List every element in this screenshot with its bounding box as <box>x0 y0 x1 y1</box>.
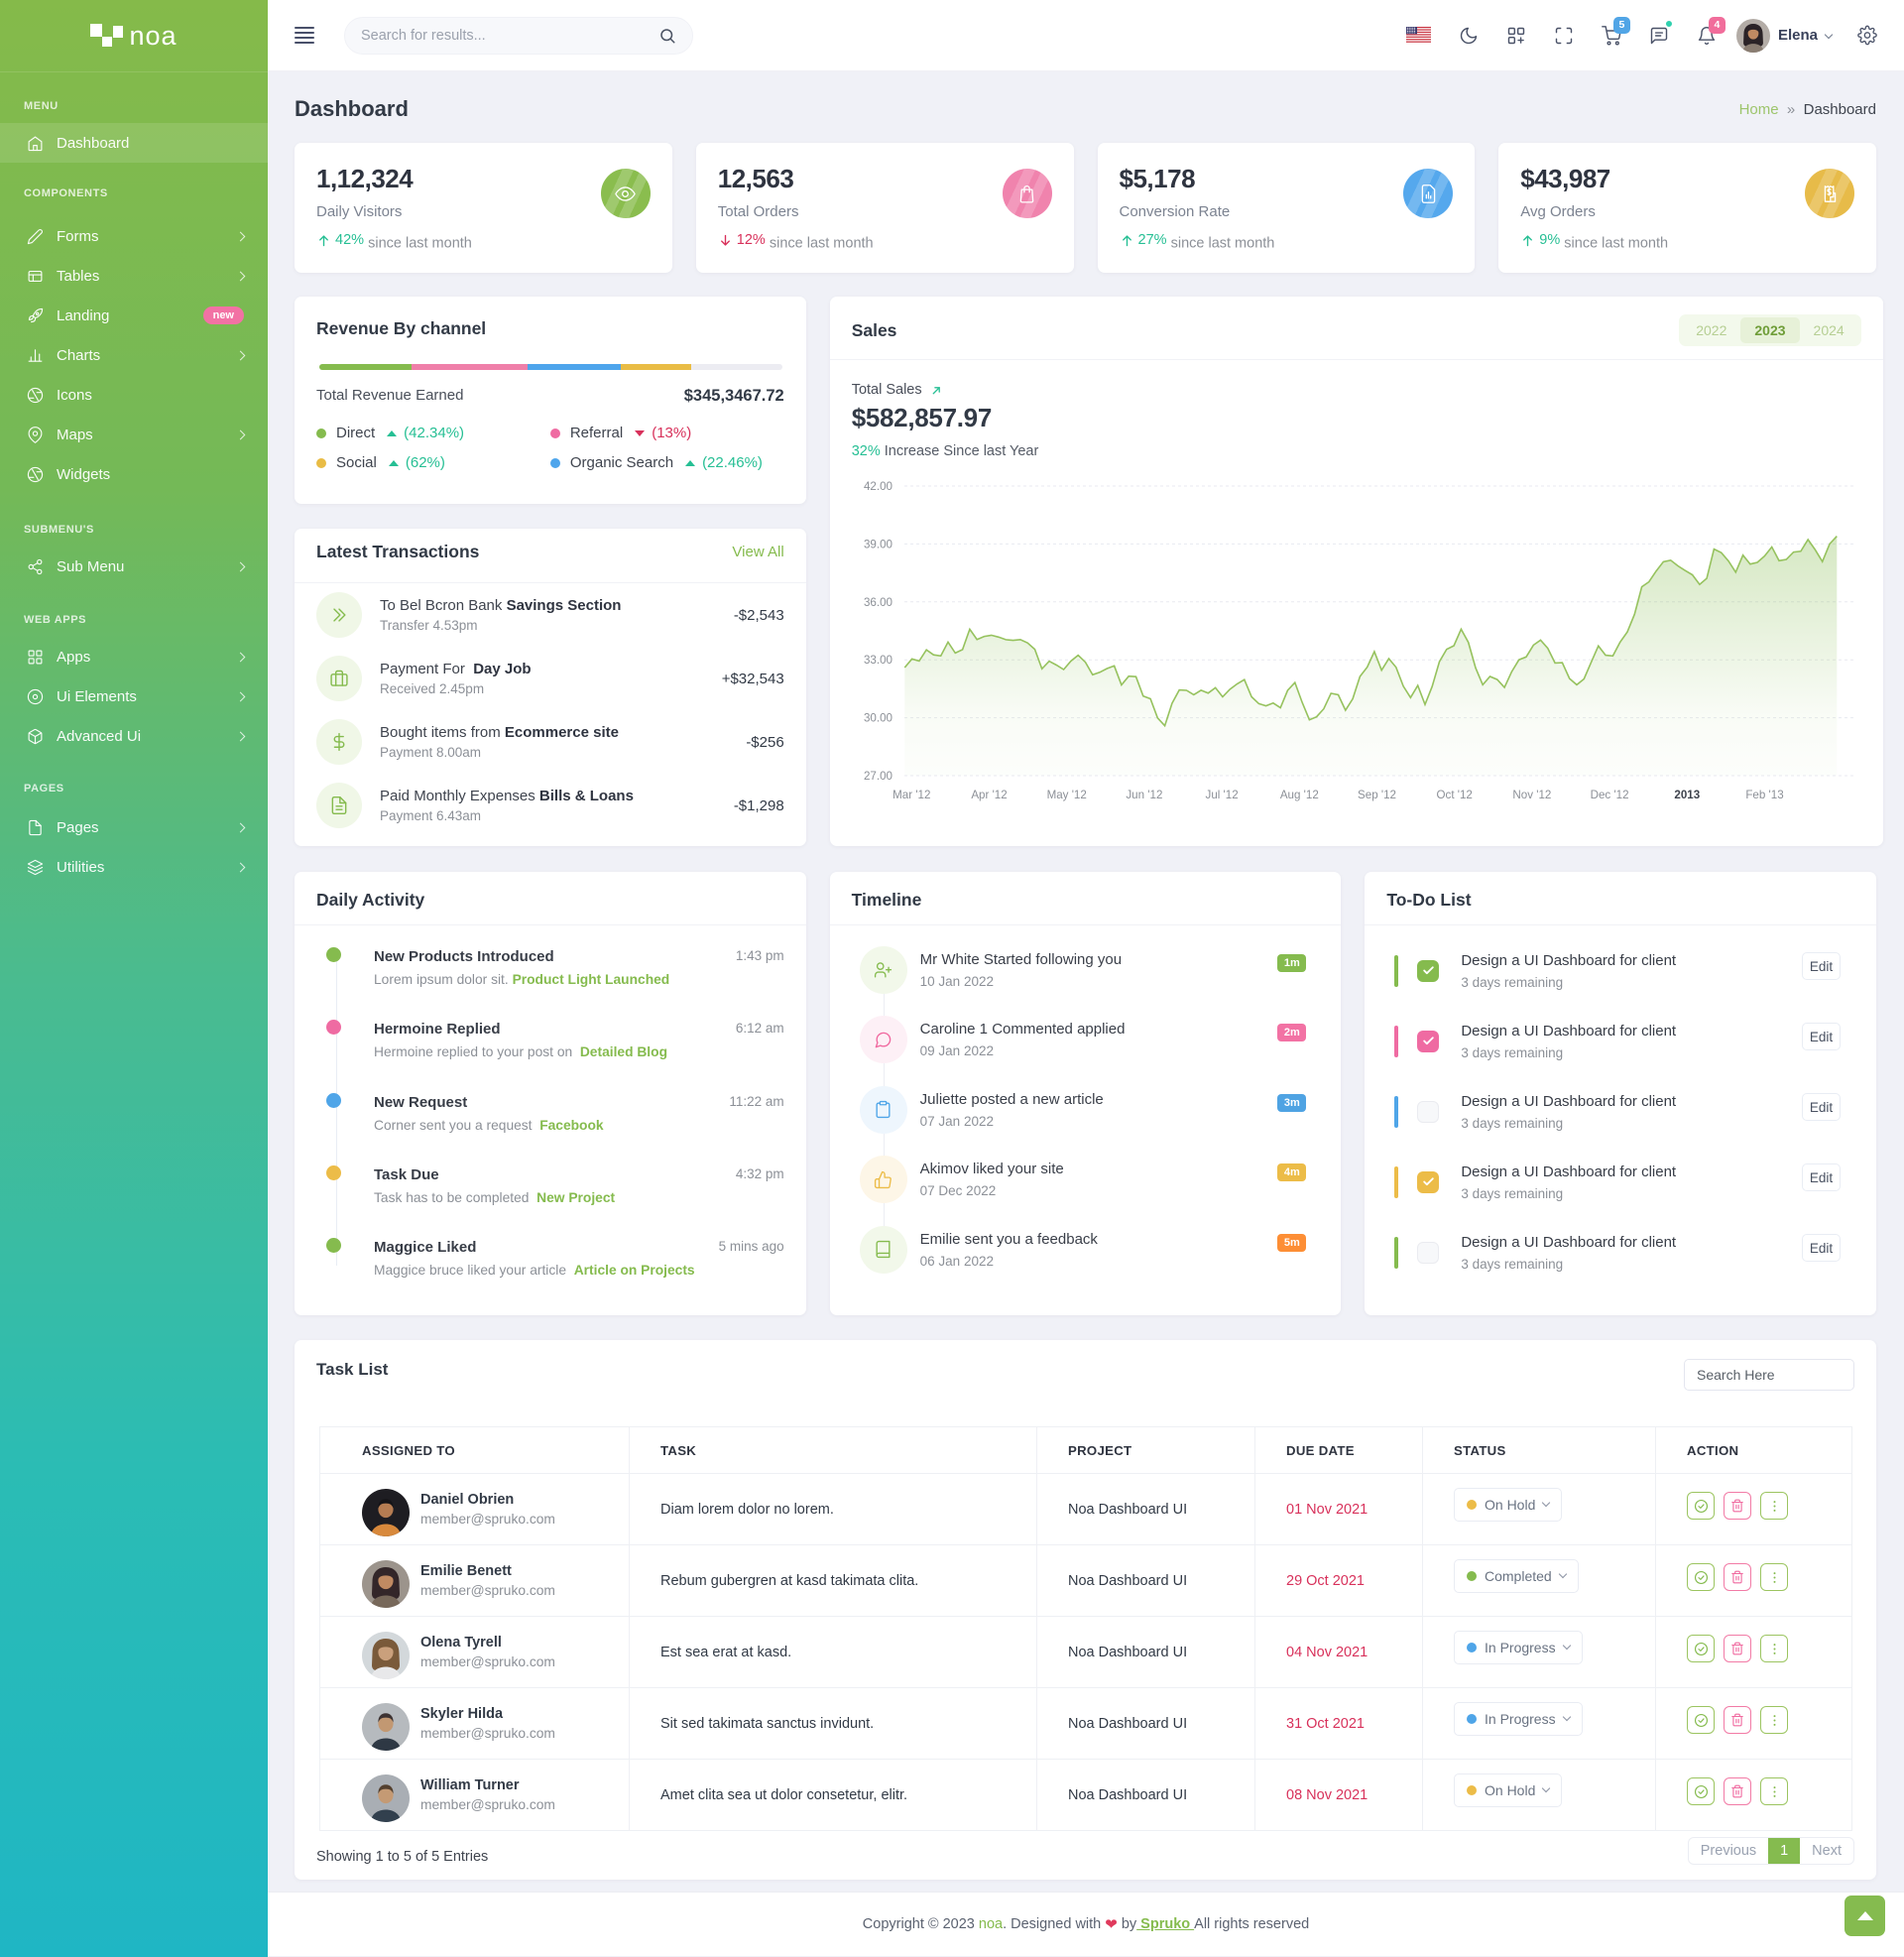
svg-text:Mar '12: Mar '12 <box>892 789 930 801</box>
svg-text:Apr '12: Apr '12 <box>971 789 1007 801</box>
svg-text:Jul '12: Jul '12 <box>1205 789 1238 801</box>
svg-text:42.00: 42.00 <box>864 480 892 493</box>
svg-text:30.00: 30.00 <box>864 712 892 725</box>
svg-text:Feb '13: Feb '13 <box>1745 789 1783 801</box>
svg-text:Sep '12: Sep '12 <box>1358 789 1396 801</box>
svg-text:39.00: 39.00 <box>864 538 892 550</box>
svg-text:Nov '12: Nov '12 <box>1512 789 1551 801</box>
svg-text:33.00: 33.00 <box>864 654 892 667</box>
svg-text:Jun '12: Jun '12 <box>1126 789 1162 801</box>
svg-text:May '12: May '12 <box>1046 789 1086 801</box>
svg-text:2013: 2013 <box>1674 789 1700 801</box>
svg-text:Aug '12: Aug '12 <box>1280 789 1319 801</box>
svg-text:27.00: 27.00 <box>864 770 892 783</box>
svg-text:36.00: 36.00 <box>864 596 892 609</box>
svg-text:Dec '12: Dec '12 <box>1590 789 1628 801</box>
svg-text:Oct '12: Oct '12 <box>1436 789 1472 801</box>
